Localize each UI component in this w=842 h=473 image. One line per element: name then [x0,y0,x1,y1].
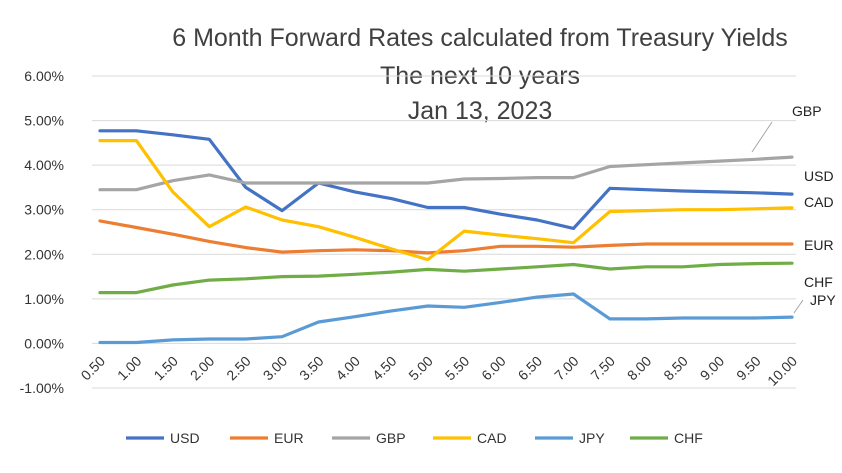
legend: USD EUR GBP CAD JPY CHF [126,430,703,446]
series-line-cad [98,139,794,262]
legend-label-chf: CHF [674,430,703,446]
legend-label-usd: USD [170,430,200,446]
legend-label-cad: CAD [477,430,507,446]
x-tick-label: 8.50 [660,353,691,384]
series-line-jpy [98,292,794,345]
x-tick-label: 2.50 [223,353,254,384]
gridlines [92,75,796,389]
x-tick-label: 1.00 [114,353,145,384]
series-line-chf [98,261,794,295]
x-tick-label: 6.00 [478,353,509,384]
x-tick-label: 3.00 [260,353,291,384]
series-line-gbp [98,155,794,192]
label-leader-line [751,121,773,153]
y-tick-label: 1.00% [24,291,64,307]
x-tick-label: 4.00 [332,353,363,384]
x-tick-label: 1.50 [150,353,181,384]
x-tick-label: 3.50 [296,353,327,384]
y-tick-label: 2.00% [24,246,64,262]
chart-title: 6 Month Forward Rates calculated from Tr… [172,24,788,52]
x-tick-label: 5.50 [442,353,473,384]
end-label-cad: CAD [804,194,834,210]
legend-label-eur: EUR [274,430,304,446]
series-line-usd [98,129,794,230]
x-tick-label: 9.00 [697,353,728,384]
x-tick-label: 6.50 [515,353,546,384]
end-label-gbp: GBP [792,103,822,119]
x-tick-label: 7.00 [551,353,582,384]
label-leader-line [793,299,804,314]
y-tick-label: 0.00% [24,335,64,351]
x-tick-label: 4.50 [369,353,400,384]
end-label-usd: USD [804,168,834,184]
x-tick-label: 7.50 [587,353,618,384]
x-axis: 0.50 1.00 1.50 2.00 2.50 3.00 3.50 4.00 4.50 5.00… [78,353,801,389]
y-tick-label: -1.00% [20,380,64,396]
y-axis: -1.00% 0.00% 1.00% 2.00% 3.00% 4.00% 5.00% 6.00… [20,68,64,396]
y-tick-label: 3.00% [24,202,64,218]
series-line-eur [98,219,794,255]
end-label-chf: CHF [804,274,833,290]
x-tick-label: 5.00 [405,353,436,384]
x-tick-label: 2.00 [187,353,218,384]
end-label-eur: EUR [804,237,834,253]
y-tick-label: 5.00% [24,113,64,129]
end-label-jpy: JPY [810,292,836,308]
series-end-labels: GBP USD CAD EUR CHF JPY [751,103,836,314]
legend-label-gbp: GBP [376,430,406,446]
y-tick-label: 4.00% [24,157,64,173]
x-tick-label: 8.00 [624,353,655,384]
y-tick-label: 6.00% [24,68,64,84]
legend-label-jpy: JPY [579,430,605,446]
x-tick-label: 9.50 [733,353,764,384]
x-tick-label: 0.50 [78,353,109,384]
series-lines [98,129,794,345]
x-tick-label: 10.00 [764,353,800,389]
